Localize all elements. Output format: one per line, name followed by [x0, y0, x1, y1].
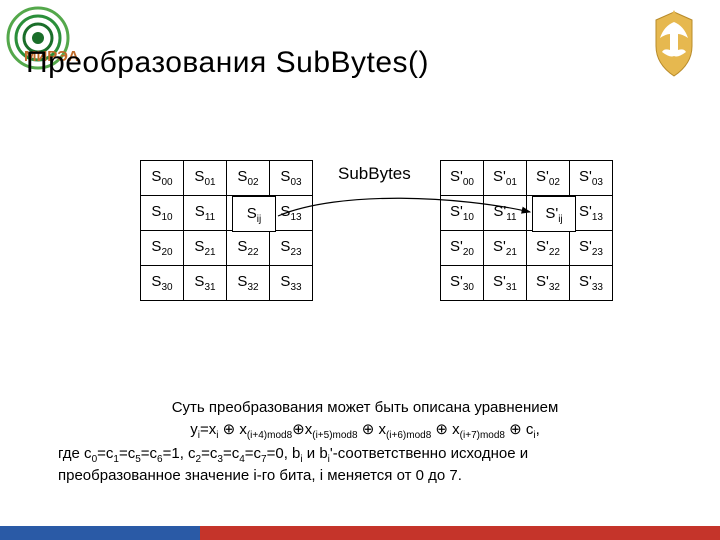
page-title: Преобразования SubBytes() [26, 46, 429, 80]
state-cell: S31 [184, 266, 227, 301]
state-cell: S'22 [527, 231, 570, 266]
state-cell: S'11 [484, 196, 527, 231]
state-cell: S'10 [441, 196, 484, 231]
state-cell: S'30 [441, 266, 484, 301]
state-cell: S30 [141, 266, 184, 301]
state-cell: S10 [141, 196, 184, 231]
state-cell: S21 [184, 231, 227, 266]
state-table-output: S'00S'01S'02S'03S'10S'11S'12S'13S'20S'21… [440, 160, 613, 301]
logo-eagle [640, 4, 708, 87]
state-cell: S'20 [441, 231, 484, 266]
description-text: Суть преобразования может быть описана у… [58, 396, 672, 485]
footer-stripe [0, 526, 720, 540]
state-cell: S'03 [570, 161, 613, 196]
state-cell: S02 [227, 161, 270, 196]
state-cell: S'21 [484, 231, 527, 266]
state-cell: S11 [184, 196, 227, 231]
equation: yi=xi ⊕ x(i+4)mod8⊕x(i+5)mod8 ⊕ x(i+6)mo… [58, 420, 672, 442]
state-cell: S03 [270, 161, 313, 196]
state-cell: S'23 [570, 231, 613, 266]
state-table-input: S00S01S02S03S10S11S12S13S20S21S22S23S30S… [140, 160, 313, 301]
state-cell: S23 [270, 231, 313, 266]
state-cell: S'00 [441, 161, 484, 196]
state-cell: S00 [141, 161, 184, 196]
state-cell: S'31 [484, 266, 527, 301]
state-cell: S20 [141, 231, 184, 266]
float-cell-input: Sij [232, 196, 276, 232]
float-cell-output: S'ij [532, 196, 576, 232]
state-cell: S22 [227, 231, 270, 266]
desc-line1: Суть преобразования может быть описана у… [58, 398, 672, 418]
desc-line3: где c0=c1=c5=c6=1, c2=c3=c4=c7=0, bi и b… [58, 444, 672, 466]
state-cell: S32 [227, 266, 270, 301]
state-cell: S'01 [484, 161, 527, 196]
state-cell: S'33 [570, 266, 613, 301]
state-cell: S01 [184, 161, 227, 196]
subbytes-label: SubBytes [338, 164, 411, 184]
subbytes-diagram: S00S01S02S03S10S11S12S13S20S21S22S23S30S… [0, 160, 720, 350]
state-cell: S33 [270, 266, 313, 301]
state-cell: S'02 [527, 161, 570, 196]
desc-line4: преобразованное значение i-го бита, i ме… [58, 466, 672, 486]
state-cell: S'32 [527, 266, 570, 301]
